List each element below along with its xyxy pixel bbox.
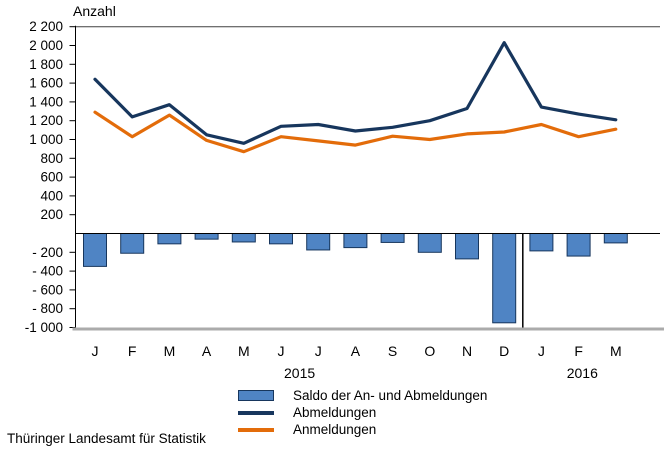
saldo-bar	[603, 233, 628, 244]
x-tick-label: M	[238, 343, 250, 359]
y-tick-label: 200	[40, 207, 63, 222]
x-tick-label: O	[424, 343, 435, 359]
x-tick-label: A	[202, 343, 212, 359]
x-tick-label: F	[128, 343, 137, 359]
legend-item-anmeldungen: Anmeldungen	[238, 421, 487, 438]
source-attribution: Thüringer Landesamt für Statistik	[7, 431, 206, 446]
combo-chart: 2 200 2 000 1 800 1 600 1 400 1 200 1 000 800 60…	[25, 19, 664, 381]
saldo-bar	[417, 233, 442, 253]
x-tick-label: J	[92, 343, 99, 359]
chart-legend: Saldo der An- und Abmeldungen Abmeldunge…	[238, 387, 487, 438]
y-tick-label: 1 000	[29, 132, 63, 147]
year-label: 2016	[567, 365, 598, 381]
x-tick-label: J	[278, 343, 285, 359]
y-tick-label: 400	[40, 188, 63, 203]
y-axis-title: Anzahl	[73, 3, 116, 19]
x-tick-label: J	[538, 343, 545, 359]
saldo-bar-swatch	[238, 390, 274, 401]
y-tick-label: 1 600	[29, 76, 63, 91]
x-tick-label: S	[388, 343, 397, 359]
saldo-bar	[380, 233, 405, 243]
y-tick-label: 1 200	[29, 113, 63, 128]
x-tick-label: A	[351, 343, 361, 359]
saldo-bar	[306, 233, 331, 251]
y-tick-label: 1 800	[29, 57, 63, 72]
saldo-bar	[455, 233, 479, 260]
y-tick-label: - 600	[32, 282, 63, 297]
saldo-bar	[269, 233, 293, 245]
saldo-bar	[83, 233, 107, 267]
y-tick-label: 800	[40, 151, 63, 166]
y-tick-label: 600	[40, 170, 63, 185]
saldo-bar	[492, 233, 517, 324]
y-tick-label: 2 200	[29, 19, 63, 34]
y-tick-label: 1 400	[29, 94, 63, 109]
year-label: 2015	[284, 365, 315, 381]
saldo-bar	[529, 233, 554, 252]
x-tick-label: M	[164, 343, 176, 359]
anmeldungen-line-swatch	[238, 427, 274, 432]
x-tick-label: N	[462, 343, 472, 359]
x-tick-label: F	[574, 343, 583, 359]
abmeldungen-line-swatch	[238, 410, 274, 415]
y-tick-label: 2 000	[29, 38, 63, 53]
y-tick-label: - 200	[32, 245, 63, 260]
x-tick-label: D	[499, 343, 509, 359]
saldo-bar	[566, 233, 591, 257]
legend-label-anmeldungen: Anmeldungen	[293, 422, 377, 437]
x-tick-label: M	[610, 343, 622, 359]
y-tick-label: - 400	[32, 264, 63, 279]
saldo-bar	[157, 233, 182, 245]
legend-item-abmeldungen: Abmeldungen	[238, 404, 487, 421]
saldo-bar	[231, 233, 256, 243]
saldo-bar	[120, 233, 145, 254]
anmeldungen-line	[93, 110, 618, 154]
x-tick-label: J	[315, 343, 322, 359]
abmeldungen-line	[93, 41, 618, 145]
legend-label-abmeldungen: Abmeldungen	[293, 405, 377, 420]
saldo-bar	[343, 233, 368, 249]
y-tick-label: - 800	[32, 301, 63, 316]
y-tick-label: -1 000	[25, 320, 63, 335]
legend-label-saldo: Saldo der An- und Abmeldungen	[293, 388, 488, 403]
legend-item-saldo: Saldo der An- und Abmeldungen	[238, 387, 487, 404]
saldo-bar	[194, 233, 219, 240]
